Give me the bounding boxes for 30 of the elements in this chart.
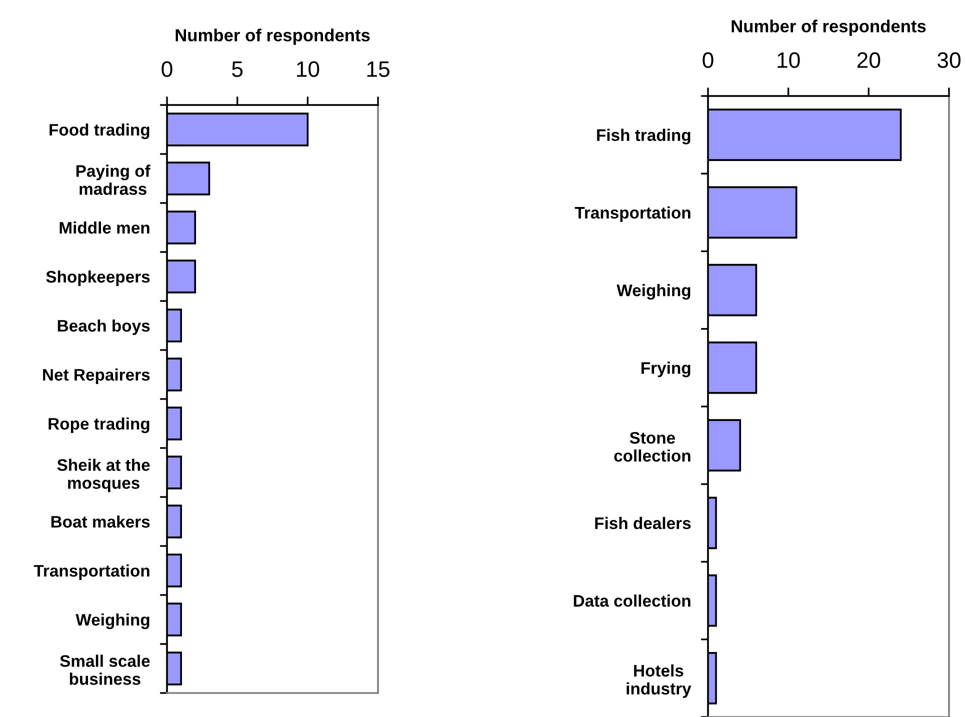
y-tick-label: Transportation (574, 206, 690, 222)
y-tick-label: Sheik at the mosques (57, 458, 150, 492)
y-tick-label: Frying (642, 362, 690, 378)
x-tick-label: 5 (232, 61, 243, 77)
x-tick-label: 0 (162, 61, 172, 77)
y-tick-label: Shopkeepers (46, 270, 150, 286)
x-tick-label: 10 (778, 52, 800, 68)
y-tick-label: Data collection (574, 594, 690, 607)
x-axis-title: Number of respondents (732, 20, 926, 36)
y-tick-label: Fish dealers (595, 516, 691, 530)
y-tick-label: Weighing (616, 284, 690, 300)
x-tick-label: 15 (367, 61, 390, 77)
x-tick-label: 0 (702, 52, 714, 68)
y-tick-label: Boat makers (51, 515, 150, 528)
y-tick-label: Fish trading (597, 128, 690, 144)
y-tick-label: Stone collection (614, 432, 690, 462)
y-tick-label: Rope trading (48, 417, 150, 434)
y-tick-label: Net Repairers (43, 368, 150, 384)
y-tick-label: Transportation (34, 564, 150, 580)
x-tick-label: 30 (937, 52, 960, 68)
y-tick-label: Food trading (50, 123, 150, 140)
y-tick-label: Weighing (76, 613, 150, 630)
y-tick-label: Paying of madrass (76, 164, 150, 195)
y-tick-label: Hotels industry (626, 664, 692, 698)
x-tick-label: 20 (857, 52, 880, 68)
x-tick-label: 10 (297, 61, 320, 77)
y-tick-label: Beach boys (58, 319, 150, 335)
y-tick-label: Small scale business (60, 654, 150, 685)
y-tick-label: Middle men (60, 221, 150, 234)
x-axis-title: Number of respondents (176, 28, 370, 45)
